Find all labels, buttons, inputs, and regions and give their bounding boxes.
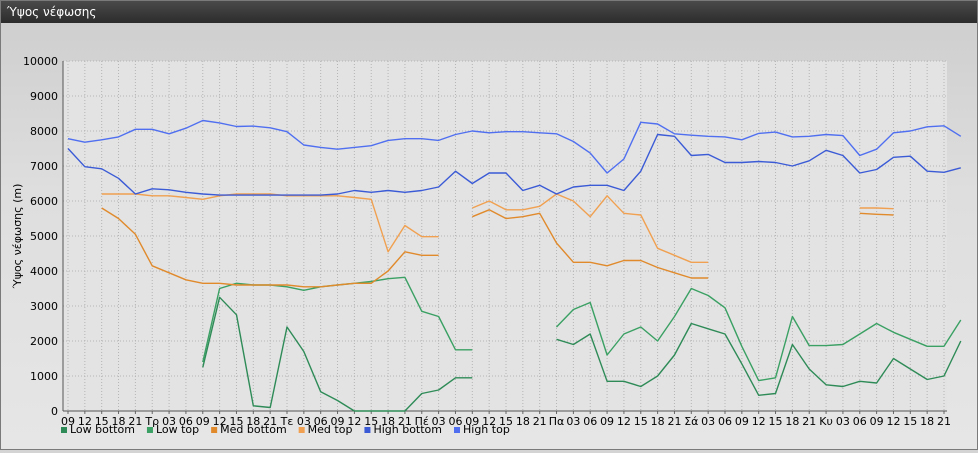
cloud-height-chart: 0 1000 2000 3000 4000 5000 6000 7000 8000 9000 100… xyxy=(11,55,962,436)
x-tick-label: Τρ xyxy=(144,415,159,428)
series-line-med-bottom xyxy=(101,207,894,288)
x-tick-label: 03 xyxy=(836,415,850,428)
x-tick-label: 09 xyxy=(331,415,345,428)
series-line-high-bottom xyxy=(67,133,961,196)
x-tick-label: Κυ xyxy=(819,415,833,428)
y-tick-label: 7000 xyxy=(30,160,58,173)
legend-label: Med bottom xyxy=(220,423,287,436)
x-tick-label: 18 xyxy=(112,415,126,428)
x-tick-label: 12 xyxy=(78,415,92,428)
legend-label: Low bottom xyxy=(70,423,135,436)
x-tick-label: 03 xyxy=(432,415,446,428)
x-tick-label: 21 xyxy=(533,415,547,428)
x-tick-label: 06 xyxy=(583,415,597,428)
x-tick-label: Σά xyxy=(684,415,698,428)
legend-swatch xyxy=(364,427,371,433)
x-tick-label: 06 xyxy=(314,415,328,428)
x-tick-label: 18 xyxy=(920,415,934,428)
legend-swatch xyxy=(146,427,153,433)
x-tick-label: 09 xyxy=(870,415,884,428)
legend-swatch xyxy=(211,427,218,433)
y-tick-label: 10000 xyxy=(23,55,58,68)
y-tick-label: 3000 xyxy=(30,300,58,313)
y-axis-label: Ύψος νέφωσης (m) xyxy=(11,184,24,290)
window-title: Ύψος νέφωσης xyxy=(1,1,977,23)
x-tick-label: 09 xyxy=(61,415,75,428)
x-tick-label: 03 xyxy=(701,415,715,428)
chart-panel: 0 1000 2000 3000 4000 5000 6000 7000 8000 9000 100… xyxy=(1,23,977,449)
x-tick-label: 15 xyxy=(364,415,378,428)
x-tick-label: Πα xyxy=(549,415,565,428)
x-tick-label: 18 xyxy=(516,415,530,428)
legend-label: High bottom xyxy=(373,423,442,436)
x-tick-label: 06 xyxy=(179,415,193,428)
y-tick-label: 4000 xyxy=(30,265,58,278)
x-tick-label: 21 xyxy=(263,415,277,428)
legend-swatch xyxy=(61,427,67,433)
y-tick-label: 9000 xyxy=(30,90,58,103)
x-tick-label: 21 xyxy=(937,415,951,428)
x-tick-label: 12 xyxy=(886,415,900,428)
series-line-med-top xyxy=(101,193,894,263)
x-tick-label: 15 xyxy=(903,415,917,428)
y-tick-label: 0 xyxy=(51,405,58,418)
x-tick-label: 09 xyxy=(465,415,479,428)
y-tick-label: 1000 xyxy=(30,370,58,383)
x-tick-label: 03 xyxy=(566,415,580,428)
x-tick-label: 21 xyxy=(128,415,142,428)
x-tick-label: 09 xyxy=(196,415,210,428)
x-tick-label: 09 xyxy=(735,415,749,428)
legend-swatch xyxy=(454,427,460,433)
x-tick-label: 15 xyxy=(499,415,513,428)
x-tick-label: 09 xyxy=(600,415,614,428)
x-tick-label: 18 xyxy=(785,415,799,428)
x-tick-label: 21 xyxy=(667,415,681,428)
x-tick-label: 03 xyxy=(297,415,311,428)
legend-label: Low top xyxy=(156,423,199,436)
x-tick-label: 15 xyxy=(769,415,783,428)
x-tick-label: 06 xyxy=(718,415,732,428)
x-tick-label: 18 xyxy=(651,415,665,428)
x-tick-label: Πέ xyxy=(415,415,429,428)
x-tick-label: 03 xyxy=(162,415,176,428)
x-tick-label: 21 xyxy=(802,415,816,428)
legend-label: High top xyxy=(463,423,510,436)
legend-label: Med top xyxy=(308,423,353,436)
x-tick-label: 15 xyxy=(229,415,243,428)
x-tick-label: 18 xyxy=(246,415,260,428)
x-tick-label: 12 xyxy=(213,415,227,428)
x-tick-label: 12 xyxy=(482,415,496,428)
series-line-high-top xyxy=(67,119,962,174)
series-line-low-bottom xyxy=(202,296,962,412)
y-tick-label: 5000 xyxy=(30,230,58,243)
x-tick-label: 18 xyxy=(381,415,395,428)
y-tick-label: 2000 xyxy=(30,335,58,348)
x-tick-label: 12 xyxy=(752,415,766,428)
legend-swatch xyxy=(298,427,305,433)
y-tick-label: 6000 xyxy=(30,195,58,208)
x-tick-label: 12 xyxy=(617,415,631,428)
x-tick-label: 15 xyxy=(95,415,109,428)
x-tick-label: 06 xyxy=(448,415,462,428)
x-tick-label: 06 xyxy=(853,415,867,428)
x-tick-label: 15 xyxy=(634,415,648,428)
y-tick-label: 8000 xyxy=(30,125,58,138)
x-tick-label: Τε xyxy=(280,415,294,428)
x-tick-label: 21 xyxy=(398,415,412,428)
x-tick-label: 12 xyxy=(347,415,361,428)
